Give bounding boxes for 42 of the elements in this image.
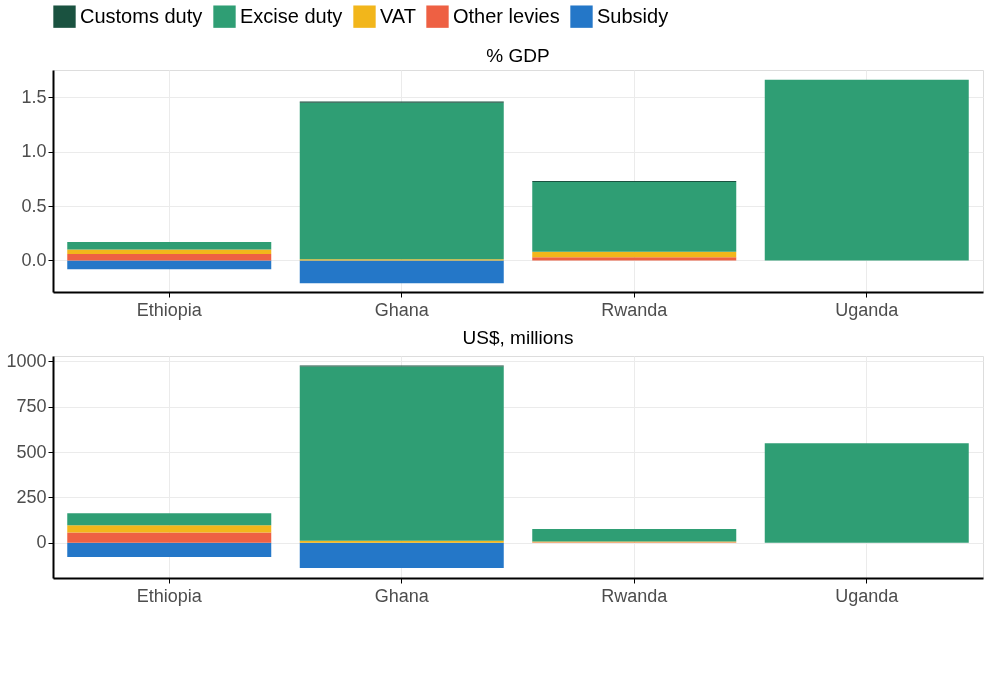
bar: [532, 251, 737, 258]
x-tick-label: Uganda: [835, 299, 900, 320]
bar: [299, 260, 504, 284]
bar: [67, 532, 272, 543]
bar: [764, 79, 969, 261]
bar: [67, 249, 272, 254]
bar: [67, 260, 272, 270]
y-tick-label: 750: [16, 396, 47, 417]
y-tick-label: 250: [16, 486, 47, 507]
x-tick-label: Ghana: [374, 299, 430, 320]
bar: [67, 513, 272, 526]
y-tick-label: 500: [16, 441, 47, 462]
bar: [67, 253, 272, 261]
bar: [764, 443, 969, 543]
x-tick-label: Rwanda: [601, 299, 669, 320]
x-tick-label: Uganda: [835, 585, 900, 606]
bar: [532, 528, 737, 542]
legend-label: Subsidy: [597, 4, 669, 27]
legend-label: VAT: [380, 4, 416, 27]
legend-label: Excise duty: [240, 4, 343, 27]
bar: [67, 525, 272, 533]
bar: [532, 182, 737, 252]
y-tick-label: 0.5: [21, 195, 47, 216]
x-tick-label: Ethiopia: [136, 585, 203, 606]
y-tick-label: 0: [36, 532, 47, 553]
y-tick-label: 1000: [6, 350, 47, 371]
chart-title: % GDP: [486, 45, 550, 66]
chart-title: US$, millions: [462, 327, 574, 349]
legend-label: Customs duty: [80, 4, 203, 27]
y-tick-label: 1.0: [21, 141, 47, 162]
x-tick-label: Rwanda: [601, 585, 669, 606]
y-tick-label: 0.0: [21, 249, 47, 270]
bar: [532, 257, 737, 261]
x-tick-label: Ethiopia: [136, 299, 203, 320]
bar: [299, 366, 504, 541]
bar: [299, 542, 504, 569]
x-tick-label: Ghana: [374, 585, 430, 606]
y-tick-label: 1.5: [21, 86, 47, 107]
bar: [299, 102, 504, 260]
bar: [67, 542, 272, 557]
bar: [67, 241, 272, 250]
legend-label: Other levies: [453, 4, 560, 27]
